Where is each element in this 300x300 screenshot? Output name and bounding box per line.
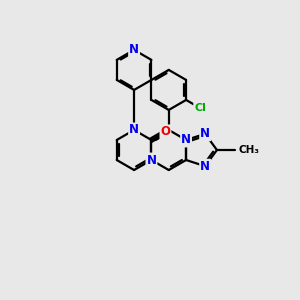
Text: Cl: Cl	[194, 103, 206, 113]
Text: N: N	[129, 124, 139, 136]
Text: N: N	[129, 44, 139, 56]
Text: O: O	[160, 125, 170, 138]
Text: N: N	[200, 160, 210, 173]
Text: N: N	[200, 127, 210, 140]
Text: N: N	[146, 154, 156, 166]
Text: CH₃: CH₃	[238, 145, 259, 155]
Text: N: N	[181, 134, 191, 146]
